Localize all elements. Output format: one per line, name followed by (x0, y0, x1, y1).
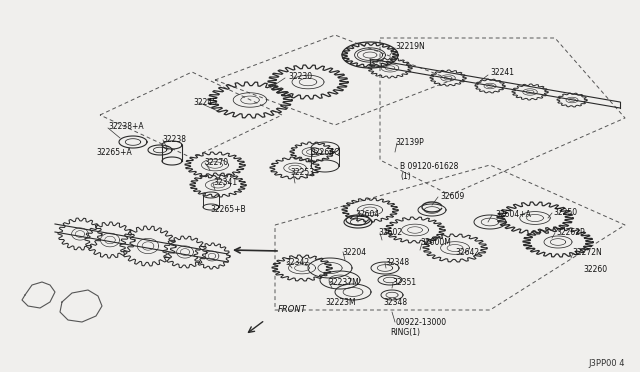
Text: 32642: 32642 (455, 248, 479, 257)
Text: 32270: 32270 (204, 158, 228, 167)
Text: 32250: 32250 (553, 208, 577, 217)
Text: 32265+B: 32265+B (210, 205, 246, 214)
Text: 32264Q: 32264Q (310, 148, 340, 157)
Text: 32245: 32245 (193, 98, 217, 107)
Text: 32348: 32348 (383, 298, 407, 307)
Text: 32230: 32230 (288, 72, 312, 81)
Text: 32260: 32260 (583, 265, 607, 274)
Text: 32272N: 32272N (572, 248, 602, 257)
Text: 32219N: 32219N (395, 42, 425, 51)
Text: 32241: 32241 (490, 68, 514, 77)
Text: 32342: 32342 (285, 258, 309, 267)
Text: 32265+A: 32265+A (96, 148, 132, 157)
Text: 32223M: 32223M (325, 298, 356, 307)
Text: (1): (1) (400, 172, 411, 181)
Text: 32609: 32609 (440, 192, 464, 201)
Text: FRONT: FRONT (278, 305, 307, 314)
Text: 32139P: 32139P (395, 138, 424, 147)
Text: 32604+A: 32604+A (495, 210, 531, 219)
Text: 00922-13000: 00922-13000 (395, 318, 446, 327)
Text: 32253: 32253 (290, 168, 314, 177)
Text: 32348: 32348 (385, 258, 409, 267)
Text: 32238: 32238 (162, 135, 186, 144)
Text: 32341: 32341 (213, 178, 237, 187)
Text: 32351: 32351 (392, 278, 416, 287)
Text: 32238+A: 32238+A (108, 122, 143, 131)
Text: 32262P: 32262P (556, 228, 584, 237)
Text: RING(1): RING(1) (390, 328, 420, 337)
Text: 32600M: 32600M (420, 238, 451, 247)
Text: 32604: 32604 (355, 210, 380, 219)
Text: B 09120-61628: B 09120-61628 (400, 162, 458, 171)
Text: J3PP00 4: J3PP00 4 (589, 359, 625, 368)
Text: 32237M: 32237M (328, 278, 359, 287)
Text: 32204: 32204 (342, 248, 366, 257)
Text: 32602: 32602 (378, 228, 402, 237)
